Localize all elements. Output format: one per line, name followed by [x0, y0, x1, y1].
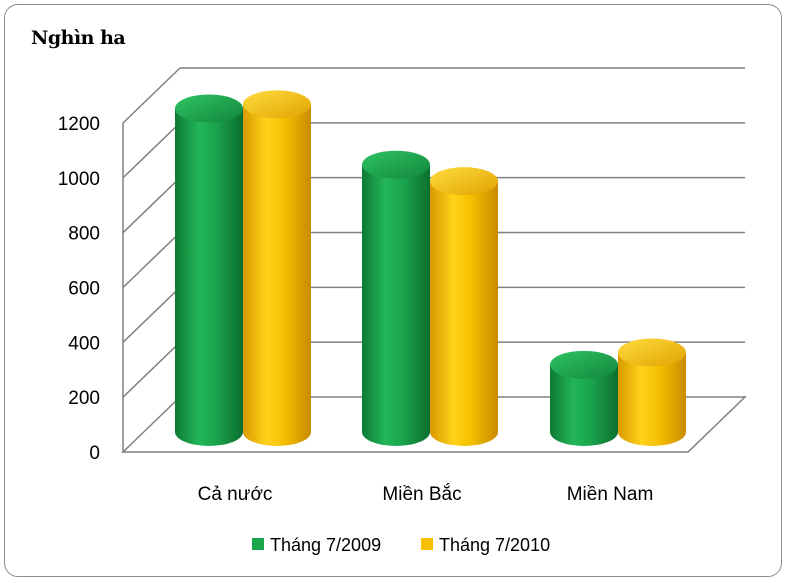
bar-body — [550, 364, 618, 446]
legend-item: Tháng 7/2010 — [421, 535, 550, 555]
y-tick-label: 0 — [89, 443, 100, 464]
y-tick-label: 400 — [68, 333, 100, 354]
grid-diagonal — [122, 286, 181, 343]
y-tick-label: 1200 — [58, 114, 100, 135]
bar-body — [430, 181, 498, 446]
bar — [430, 167, 498, 446]
y-tick-label: 600 — [68, 279, 100, 300]
bar — [550, 350, 618, 446]
bar-body — [618, 352, 686, 446]
x-category-label: Miền Bắc — [382, 483, 461, 505]
bar-body — [175, 108, 243, 446]
grid-diagonal — [122, 122, 181, 179]
grid-diagonal — [122, 67, 181, 124]
y-tick-label: 200 — [68, 388, 100, 409]
bar — [243, 90, 311, 446]
bar-top — [175, 94, 243, 123]
grid-diagonal — [122, 177, 181, 234]
chart-title: Nghìn ha — [31, 27, 126, 49]
legend-swatch — [252, 538, 264, 550]
y-tick-label: 1000 — [58, 169, 100, 190]
grid-diagonal — [122, 231, 181, 289]
legend-label: Tháng 7/2010 — [439, 535, 550, 555]
bar-top — [362, 150, 430, 179]
bar-top — [243, 90, 311, 119]
bar — [175, 94, 243, 446]
bar-body — [362, 164, 430, 446]
bar-body — [243, 104, 311, 446]
bar — [618, 338, 686, 446]
grid-diagonal — [122, 341, 181, 398]
y-tick-label: 800 — [68, 224, 100, 245]
legend-label: Tháng 7/2009 — [270, 535, 381, 555]
legend-swatch — [421, 538, 433, 550]
bar-top — [430, 167, 498, 196]
bar-top — [550, 350, 618, 379]
x-category-label: Cả nước — [198, 484, 273, 505]
legend-item: Tháng 7/2009 — [252, 535, 381, 555]
x-category-label: Miền Nam — [567, 484, 654, 505]
bar-top — [618, 338, 686, 367]
bar — [362, 150, 430, 446]
